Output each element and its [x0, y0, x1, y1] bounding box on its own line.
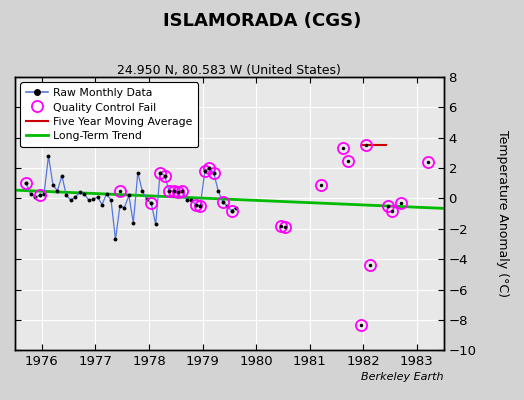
Text: Berkeley Earth: Berkeley Earth	[361, 372, 444, 382]
Title: 24.950 N, 80.583 W (United States): 24.950 N, 80.583 W (United States)	[117, 64, 341, 77]
Text: ISLAMORADA (CGS): ISLAMORADA (CGS)	[163, 12, 361, 30]
Legend: Raw Monthly Data, Quality Control Fail, Five Year Moving Average, Long-Term Tren: Raw Monthly Data, Quality Control Fail, …	[20, 82, 198, 147]
Y-axis label: Temperature Anomaly (°C): Temperature Anomaly (°C)	[496, 130, 509, 297]
